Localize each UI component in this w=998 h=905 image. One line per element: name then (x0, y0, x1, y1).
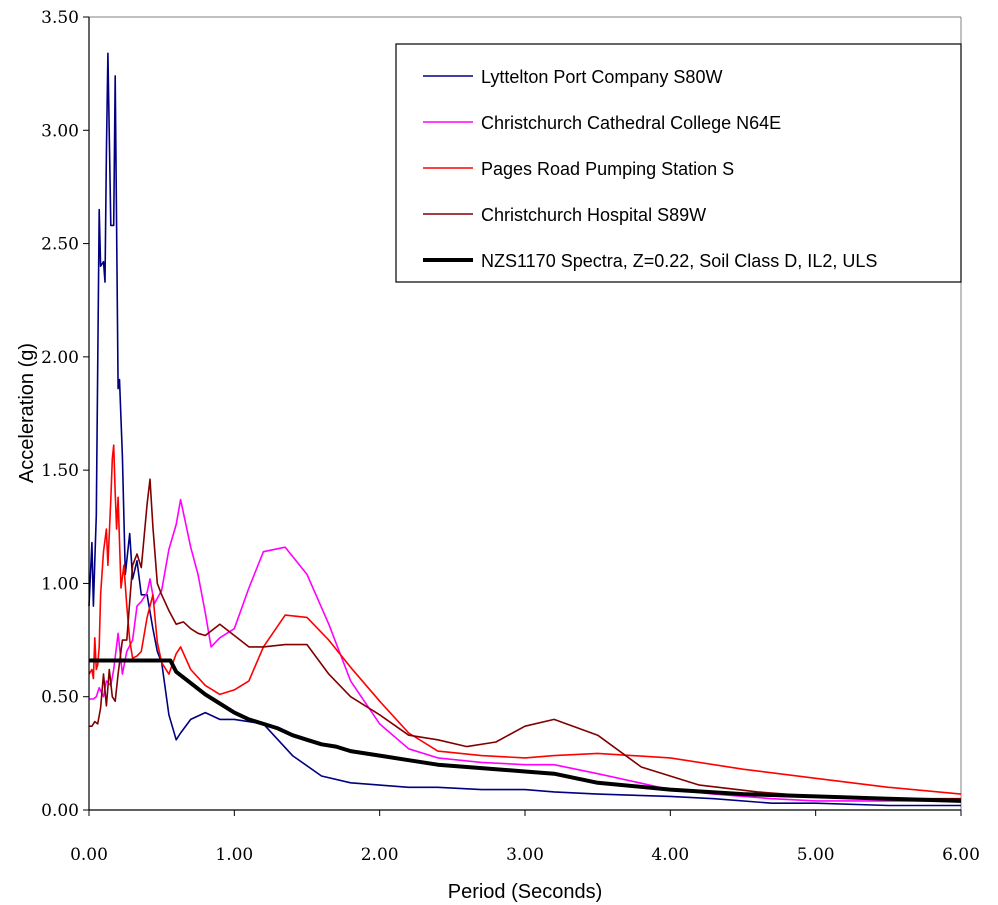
x-tick-label: 1.00 (215, 845, 253, 865)
x-axis-title: Period (Seconds) (448, 881, 603, 903)
series-line-3 (88, 444, 962, 795)
x-tick-label: 5.00 (797, 845, 835, 865)
y-tick-label: 3.00 (41, 121, 79, 141)
series-layer (88, 52, 962, 807)
x-tick-label: 4.00 (651, 845, 689, 865)
x-tick-label: 6.00 (942, 845, 980, 865)
y-axis-title: Acceleration (g) (16, 343, 38, 483)
y-tick-label: 1.00 (41, 574, 79, 594)
series-line-1 (88, 52, 961, 807)
series-line-5 (89, 658, 962, 803)
ticks: 0.00 0.50 1.00 1.50 2.00 2.50 3.00 3.50 0.00 1.00… (41, 8, 980, 865)
x-tick-label: 2.00 (361, 845, 399, 865)
y-tick-label: 0.00 (41, 801, 79, 821)
legend-label: Christchurch Cathedral College N64E (481, 113, 781, 133)
y-tick-label: 2.00 (41, 348, 79, 368)
y-tick-label: 0.50 (41, 688, 79, 708)
y-tick-label: 1.50 (41, 461, 79, 481)
x-tick-label: 0.00 (70, 845, 108, 865)
legend-label: Christchurch Hospital S89W (481, 205, 706, 225)
legend-label: NZS1170 Spectra, Z=0.22, Soil Class D, I… (481, 251, 877, 271)
series-line-2 (89, 498, 961, 802)
y-tick-label: 2.50 (41, 235, 79, 255)
series-line-4 (89, 478, 961, 800)
legend-items: Lyttelton Port Company S80W Christchurch … (423, 67, 877, 271)
x-tick-label: 3.00 (506, 845, 544, 865)
legend: Lyttelton Port Company S80W Christchurch … (395, 43, 962, 283)
legend-label: Pages Road Pumping Station S (481, 159, 734, 179)
y-tick-label: 3.50 (41, 8, 79, 28)
legend-box (395, 43, 962, 283)
legend-label: Lyttelton Port Company S80W (481, 67, 722, 87)
